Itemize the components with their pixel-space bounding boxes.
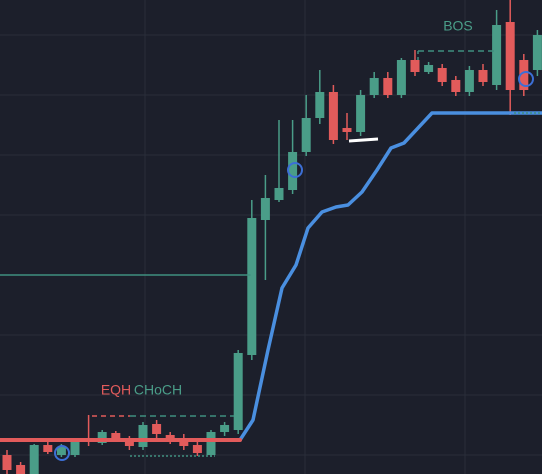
candle-body — [111, 433, 121, 440]
candle-body — [437, 68, 447, 82]
candle-body — [301, 118, 311, 152]
candle-body — [342, 128, 352, 132]
candle-body — [424, 65, 434, 72]
candle-body — [383, 78, 393, 95]
candle-body — [519, 60, 529, 90]
candle-body — [220, 425, 230, 432]
candle-body — [505, 22, 515, 90]
candle-body — [315, 92, 325, 118]
lines — [0, 111, 542, 442]
annotation: CHoCH — [134, 382, 182, 398]
candle-body — [410, 60, 420, 72]
candle-body — [356, 95, 366, 132]
candle-body — [56, 447, 66, 455]
signal-circle — [287, 162, 303, 178]
candle-body — [478, 70, 488, 82]
candle-body — [152, 424, 162, 434]
annotation: EQH — [101, 382, 131, 398]
candle-body — [464, 70, 474, 92]
candle-body — [192, 445, 202, 453]
overlays: BOS EQH CHoCH — [54, 18, 542, 461]
candle-body — [29, 445, 39, 474]
candle-body — [274, 188, 284, 200]
candle-body — [2, 455, 12, 470]
signal-circle — [54, 445, 70, 461]
line — [238, 111, 542, 442]
annotation: BOS — [443, 18, 473, 34]
candle-body — [206, 432, 216, 455]
signal-circle — [518, 71, 534, 87]
candle-body — [328, 92, 338, 140]
candle-body — [16, 465, 26, 474]
candle-body — [451, 80, 461, 92]
candle-body — [492, 25, 502, 85]
candle-body — [70, 440, 80, 455]
candle-body — [532, 35, 542, 70]
candle-body — [260, 198, 270, 220]
candle-body — [97, 432, 107, 443]
candle-body — [369, 78, 379, 95]
candle-body — [396, 60, 406, 95]
candle-body — [247, 218, 257, 355]
candle-body — [43, 445, 53, 452]
candle-body — [138, 425, 148, 447]
candle-body — [288, 152, 298, 190]
white-marker — [348, 137, 379, 143]
candle-body — [233, 353, 243, 430]
